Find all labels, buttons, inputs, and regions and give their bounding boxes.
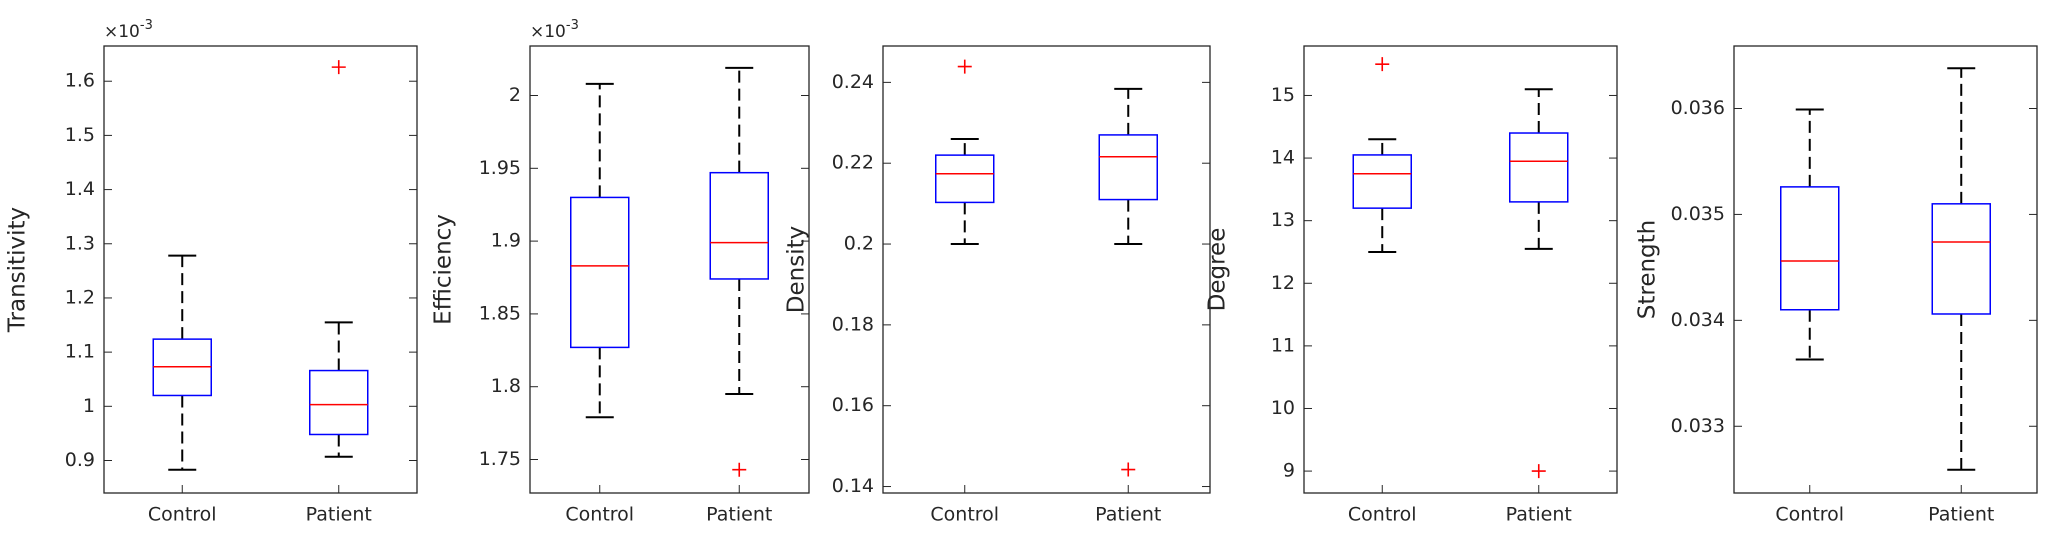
- box-panel: 9 10 11 12 13 14 15 Degree Control Patient: [1205, 45, 1618, 526]
- y-tick-label: 0.18: [832, 313, 874, 335]
- x-tick-label: Patient: [706, 504, 772, 526]
- x-tick-label: Patient: [1095, 504, 1161, 526]
- y-tick-label: 1: [83, 395, 95, 417]
- y-tick-label: 9: [1283, 460, 1295, 482]
- y-tick-label: 0.036: [1671, 97, 1725, 119]
- y-tick-label: 1.1: [65, 341, 95, 363]
- y-axis-label: Efficiency: [431, 214, 457, 325]
- outlier: [1531, 464, 1546, 479]
- multiplier-base: ×10: [104, 22, 140, 42]
- x-tick-label: Patient: [1928, 504, 1994, 526]
- box: [1931, 203, 1991, 315]
- y-tick-label: 11: [1271, 334, 1295, 356]
- box: [309, 369, 369, 436]
- y-tick-label: 1.4: [65, 178, 95, 200]
- y-tick-label: 0.24: [832, 71, 874, 93]
- axis-multiplier: ×10-3: [530, 18, 579, 43]
- y-tick-label: 13: [1271, 209, 1295, 231]
- box: [570, 196, 630, 349]
- x-tick-label: Patient: [306, 504, 372, 526]
- y-tick-label: 0.035: [1671, 203, 1725, 225]
- y-axis-label: Degree: [1205, 228, 1231, 312]
- y-axis-label: Density: [784, 226, 810, 313]
- x-tick-label: Control: [148, 504, 217, 526]
- axes-frame: [529, 45, 810, 494]
- x-tick-label: Control: [930, 504, 999, 526]
- axes-frame: [1303, 45, 1618, 494]
- multiplier-exponent: -3: [140, 18, 153, 33]
- box: [1509, 132, 1569, 203]
- y-tick-label: 14: [1271, 147, 1295, 169]
- y-tick-label: 12: [1271, 272, 1295, 294]
- box: [935, 154, 995, 204]
- y-tick-label: 0.22: [832, 152, 874, 174]
- box: [1780, 186, 1840, 311]
- y-tick-label: 1.8: [491, 375, 521, 397]
- box: [1352, 154, 1412, 209]
- axes-frame: [1733, 45, 2038, 494]
- y-tick-label: 1.85: [479, 302, 521, 324]
- y-tick-label: 0.034: [1671, 309, 1725, 331]
- y-tick-label: 0.2: [844, 233, 874, 255]
- outlier: [732, 462, 747, 477]
- y-tick-label: 1.5: [65, 124, 95, 146]
- x-tick-label: Control: [565, 504, 634, 526]
- y-tick-label: 1.6: [65, 70, 95, 92]
- x-tick-label: Control: [1348, 504, 1417, 526]
- y-tick-label: 2: [509, 84, 521, 106]
- y-tick-label: 1.3: [65, 232, 95, 254]
- multiplier-base: ×10: [530, 22, 566, 42]
- axes-frame: [882, 45, 1211, 494]
- x-tick-label: Patient: [1506, 504, 1572, 526]
- axis-multiplier: ×10-3: [104, 18, 153, 43]
- y-tick-label: 0.16: [832, 394, 874, 416]
- y-tick-label: 10: [1271, 397, 1295, 419]
- axes-frame: [103, 45, 418, 494]
- y-tick-label: 1.95: [479, 157, 521, 179]
- box-panel: 0.14 0.16 0.18 0.2 0.22 0.24 Density Control Pat…: [784, 45, 1211, 526]
- y-tick-label: 0.14: [832, 475, 874, 497]
- box-panel: 1.75 1.8 1.85 1.9 1.95 2 Efficiency ×10-3 Contro…: [431, 18, 810, 526]
- y-tick-label: 1.9: [491, 230, 521, 252]
- box: [709, 171, 769, 280]
- y-tick-label: 1.2: [65, 286, 95, 308]
- outlier: [957, 59, 972, 74]
- y-tick-label: 1.75: [479, 448, 521, 470]
- y-tick-label: 0.9: [65, 449, 95, 471]
- outlier: [331, 60, 346, 75]
- multiplier-exponent: -3: [566, 18, 579, 33]
- box-panel: 0.033 0.034 0.035 0.036 Strength Control Patie…: [1635, 45, 2038, 526]
- box-panel: 0.9 1 1.1 1.2 1.3 1.4 1.5 1.6 Transitivity ×10-3 C…: [5, 18, 418, 526]
- box: [1098, 134, 1158, 201]
- y-axis-label: Transitivity: [5, 207, 31, 333]
- y-tick-label: 0.033: [1671, 415, 1725, 437]
- y-axis-label: Strength: [1635, 220, 1661, 320]
- y-tick-label: 15: [1271, 84, 1295, 106]
- outlier: [1375, 57, 1390, 72]
- outlier: [1121, 462, 1136, 477]
- x-tick-label: Control: [1775, 504, 1844, 526]
